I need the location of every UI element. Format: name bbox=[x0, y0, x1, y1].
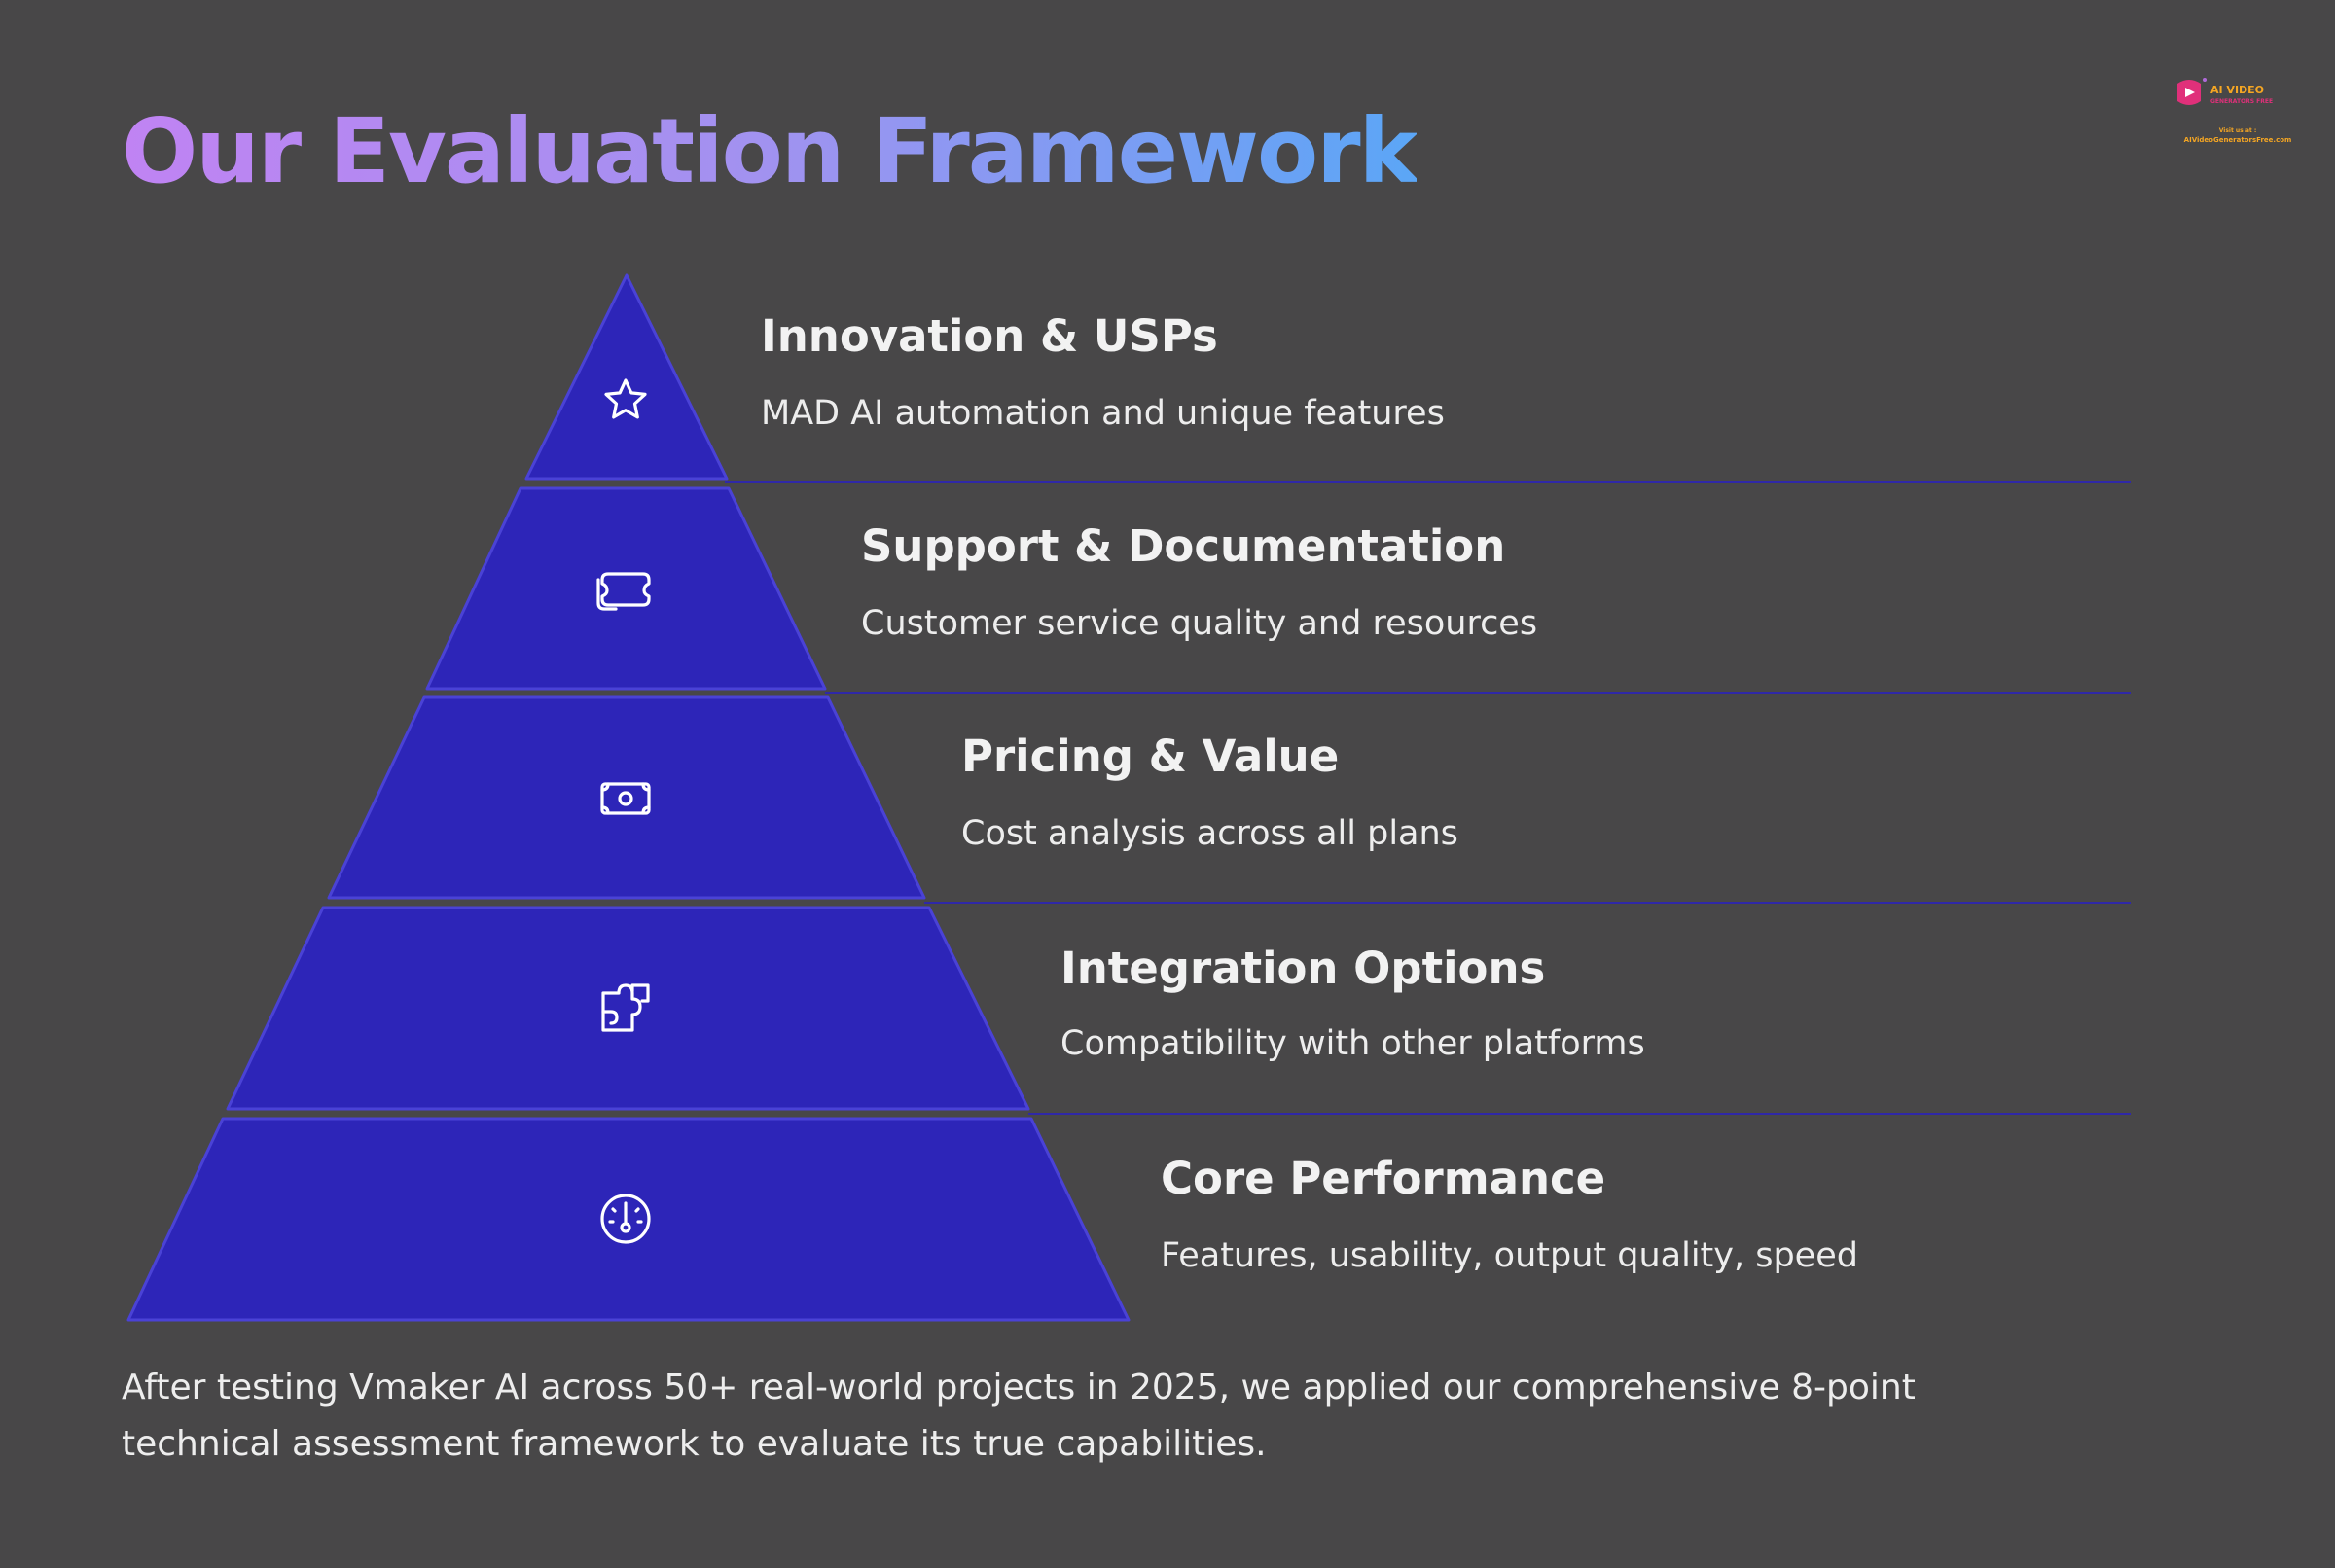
puzzle-icon bbox=[601, 983, 650, 1032]
tier-heading-core: Core Performance bbox=[1161, 1153, 1606, 1204]
tier-description-core: Features, usability, output quality, spe… bbox=[1161, 1236, 1858, 1275]
page-title: Our Evaluation Framework bbox=[122, 93, 1419, 210]
tier-heading-support: Support & Documentation bbox=[861, 520, 1506, 572]
ticket-icon bbox=[596, 572, 651, 611]
pyramid-tier-innovation bbox=[524, 273, 729, 481]
tier-description-innovation: MAD AI automation and unique features bbox=[761, 394, 1445, 433]
tier-heading-innovation: Innovation & USPs bbox=[761, 310, 1218, 362]
star-icon bbox=[604, 378, 647, 419]
money-icon bbox=[600, 782, 651, 815]
logo-line3: AIVideoGeneratorsFree.com bbox=[2184, 136, 2292, 144]
pyramid-tier-pricing bbox=[327, 695, 926, 900]
svg-text:GENERATORS FREE: GENERATORS FREE bbox=[2210, 98, 2273, 105]
logo-line1: AI VIDEO bbox=[2210, 84, 2264, 96]
tier-heading-pricing: Pricing & Value bbox=[961, 731, 1340, 782]
divider-lines bbox=[725, 481, 2131, 1115]
logo-line2: Visit us at : bbox=[2219, 127, 2257, 134]
tier-heading-integration: Integration Options bbox=[1060, 943, 1546, 994]
tier-description-integration: Compatibility with other platforms bbox=[1060, 1024, 1645, 1063]
footer-paragraph: After testing Vmaker AI across 50+ real-… bbox=[122, 1368, 1916, 1464]
pyramid-tier-support bbox=[425, 486, 827, 691]
pyramid-tier-integration bbox=[226, 906, 1030, 1111]
pyramid-tier-core bbox=[126, 1117, 1131, 1322]
gauge-icon bbox=[600, 1194, 651, 1244]
brand-logo: AI VIDEO GENERATORS FREE Visit us at : A… bbox=[2177, 78, 2292, 144]
tier-description-pricing: Cost analysis across all plans bbox=[961, 814, 1458, 853]
tier-description-support: Customer service quality and resources bbox=[861, 604, 1538, 643]
video-play-icon bbox=[2177, 78, 2207, 105]
